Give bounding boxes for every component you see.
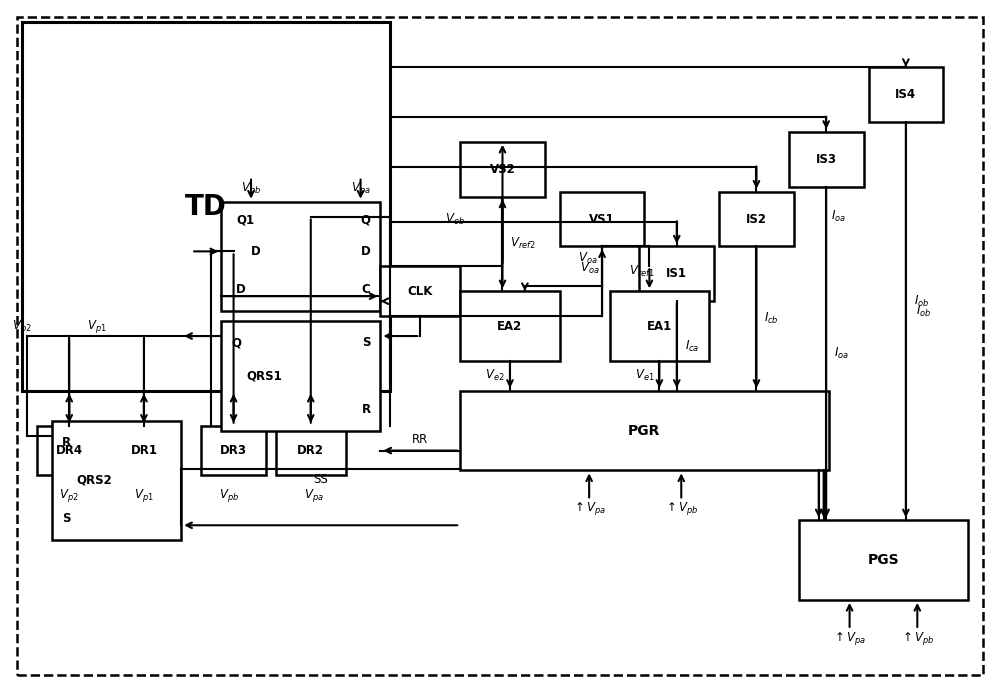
Bar bbox=[276, 426, 346, 475]
Text: R: R bbox=[62, 435, 71, 448]
Text: Q: Q bbox=[231, 336, 241, 349]
Text: $V_{ref2}$: $V_{ref2}$ bbox=[510, 236, 536, 252]
Bar bbox=[460, 391, 829, 471]
Text: $V_{p2}$: $V_{p2}$ bbox=[12, 318, 32, 334]
Text: CLK: CLK bbox=[408, 285, 433, 298]
Bar bbox=[221, 321, 380, 430]
Text: $\uparrow V_{pa}$: $\uparrow V_{pa}$ bbox=[832, 630, 867, 647]
Text: DR1: DR1 bbox=[130, 444, 157, 457]
Text: EA2: EA2 bbox=[497, 319, 523, 332]
Text: $I_{ob}$: $I_{ob}$ bbox=[914, 294, 929, 309]
Bar bbox=[560, 191, 644, 247]
Bar bbox=[221, 202, 380, 311]
Text: $I_{oa}$: $I_{oa}$ bbox=[834, 346, 849, 361]
Text: $V_{p2}$: $V_{p2}$ bbox=[59, 487, 79, 504]
Text: D: D bbox=[251, 245, 261, 258]
Bar bbox=[719, 191, 794, 247]
Text: IS1: IS1 bbox=[666, 267, 687, 281]
Text: IS4: IS4 bbox=[895, 88, 916, 101]
Text: $V_{p1}$: $V_{p1}$ bbox=[87, 318, 107, 334]
Text: $\uparrow V_{pb}$: $\uparrow V_{pb}$ bbox=[664, 500, 699, 518]
Text: RR: RR bbox=[412, 433, 428, 446]
Text: $V_{pa}$: $V_{pa}$ bbox=[351, 180, 370, 197]
Bar bbox=[22, 22, 390, 391]
Text: $V_{pa}$: $V_{pa}$ bbox=[304, 487, 324, 504]
Bar bbox=[201, 426, 266, 475]
Text: SS: SS bbox=[313, 473, 328, 486]
Text: R: R bbox=[361, 403, 371, 416]
Text: $V_{oa}$: $V_{oa}$ bbox=[578, 252, 597, 267]
Text: Q1: Q1 bbox=[236, 214, 254, 227]
Text: $V_{oa}$: $V_{oa}$ bbox=[580, 261, 599, 276]
Text: C: C bbox=[362, 283, 371, 296]
Text: $I_{oa}$: $I_{oa}$ bbox=[831, 209, 846, 224]
Text: $I_{ob}$: $I_{ob}$ bbox=[916, 303, 931, 319]
Text: PGR: PGR bbox=[628, 424, 661, 437]
Text: $\uparrow V_{pb}$: $\uparrow V_{pb}$ bbox=[900, 630, 935, 647]
Text: $V_{ref1}$: $V_{ref1}$ bbox=[629, 264, 655, 279]
Text: $V_{pb}$: $V_{pb}$ bbox=[241, 180, 261, 197]
Text: Q: Q bbox=[361, 214, 371, 227]
Text: PGS: PGS bbox=[868, 553, 899, 567]
Text: EA1: EA1 bbox=[647, 319, 672, 332]
Text: $\uparrow V_{pa}$: $\uparrow V_{pa}$ bbox=[572, 500, 606, 518]
Text: QRS2: QRS2 bbox=[77, 474, 112, 487]
Text: S: S bbox=[362, 336, 371, 349]
Text: $I_{cb}$: $I_{cb}$ bbox=[764, 311, 779, 326]
Text: TD: TD bbox=[185, 193, 227, 220]
Bar bbox=[52, 421, 181, 540]
Bar bbox=[460, 291, 560, 361]
Text: $V_{ob}$: $V_{ob}$ bbox=[445, 211, 465, 227]
Bar bbox=[460, 142, 545, 197]
Text: DR3: DR3 bbox=[220, 444, 247, 457]
Text: $V_{e2}$: $V_{e2}$ bbox=[485, 368, 505, 384]
Text: DR4: DR4 bbox=[56, 444, 83, 457]
Text: IS3: IS3 bbox=[816, 153, 837, 166]
Bar bbox=[789, 132, 864, 187]
Text: QRS1: QRS1 bbox=[246, 370, 282, 382]
Bar bbox=[869, 67, 943, 122]
Bar bbox=[799, 520, 968, 600]
Bar bbox=[610, 291, 709, 361]
Bar bbox=[639, 247, 714, 301]
Bar bbox=[37, 426, 102, 475]
Text: D: D bbox=[236, 283, 246, 296]
Bar bbox=[112, 426, 176, 475]
Text: $V_{pb}$: $V_{pb}$ bbox=[219, 487, 239, 504]
Text: DR2: DR2 bbox=[297, 444, 324, 457]
Text: VS1: VS1 bbox=[589, 213, 615, 225]
Text: D: D bbox=[361, 245, 371, 258]
Bar bbox=[380, 266, 460, 316]
Text: VS2: VS2 bbox=[490, 162, 515, 176]
Text: IS2: IS2 bbox=[746, 213, 767, 225]
Text: $I_{ca}$: $I_{ca}$ bbox=[685, 339, 699, 354]
Text: S: S bbox=[62, 512, 70, 525]
Text: $V_{p1}$: $V_{p1}$ bbox=[134, 487, 154, 504]
Text: $V_{e1}$: $V_{e1}$ bbox=[635, 368, 654, 384]
